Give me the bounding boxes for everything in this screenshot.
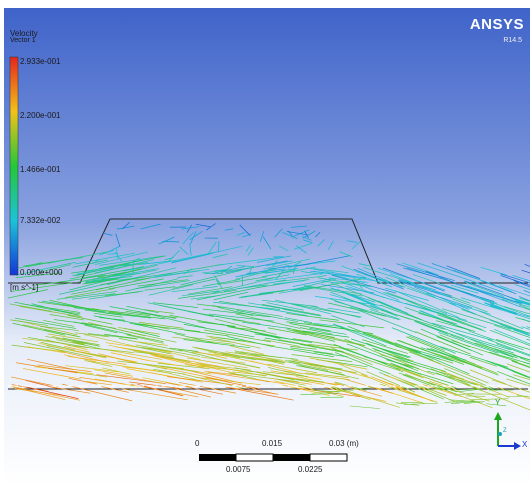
legend-value-3: 1.466e-001: [20, 165, 61, 174]
scale-bar: [199, 453, 348, 462]
velocity-vectors: [7, 222, 530, 411]
scale-label-00075: 0.0075: [226, 465, 251, 474]
scale-label-00225: 0.0225: [298, 465, 323, 474]
legend-min: 0.000e+000: [20, 268, 63, 277]
triad-x-label: X: [522, 440, 528, 449]
scale-label-0015: 0.015: [262, 439, 283, 448]
legend-value-2: 2.200e-001: [20, 111, 61, 120]
plot-title: Velocity: [10, 29, 38, 38]
plot-subtitle: Vector 1: [10, 37, 36, 44]
legend-unit: [m s^-1]: [10, 283, 39, 292]
scale-label-0: 0: [195, 439, 200, 448]
legend-value-4: 7.332e-002: [20, 216, 61, 225]
version-label: R14.5: [503, 37, 522, 44]
legend-max: 2.933e-001: [20, 57, 61, 66]
ansys-logo: ANSYS: [469, 16, 524, 33]
scale-label-003: 0.03 (m): [329, 439, 359, 448]
legend-colorbar: [9, 56, 19, 276]
background: [4, 8, 530, 486]
triad-z-label: Z: [503, 428, 507, 434]
axis-triad: [494, 412, 521, 450]
triad-y-label: Y: [495, 398, 501, 407]
